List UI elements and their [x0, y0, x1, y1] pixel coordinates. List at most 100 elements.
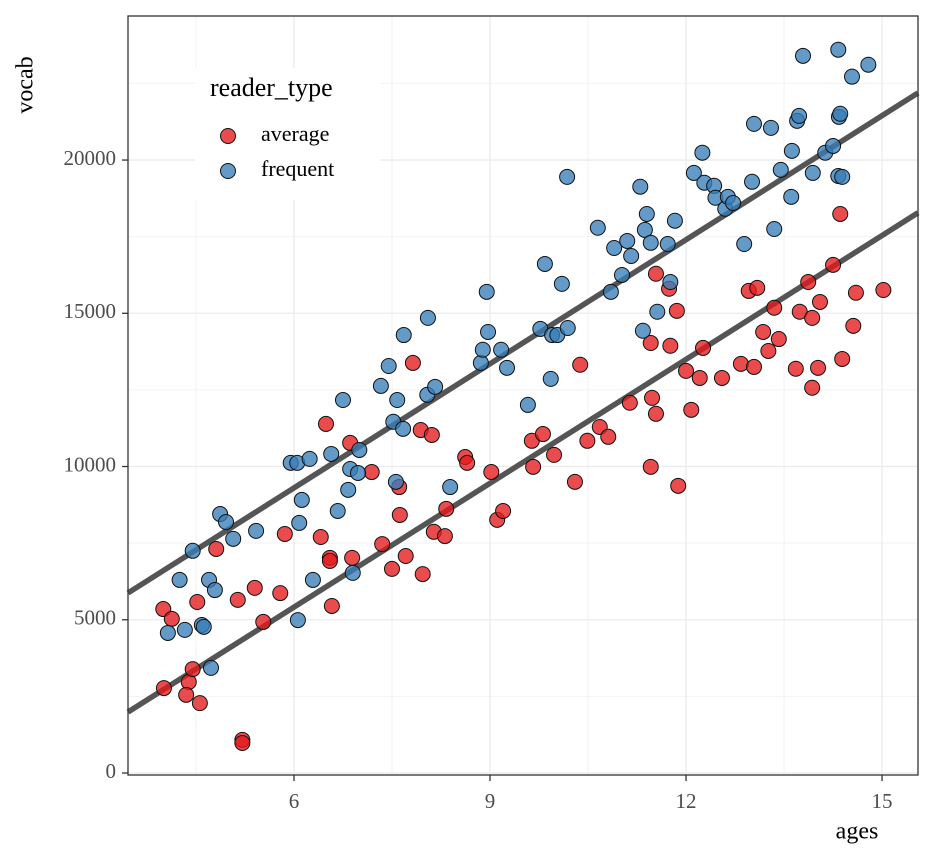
point: [340, 481, 357, 498]
point: [276, 525, 293, 542]
point: [642, 335, 659, 352]
point: [395, 420, 412, 437]
point: [666, 212, 683, 229]
point: [159, 624, 176, 641]
point: [559, 168, 576, 185]
point: [602, 283, 619, 300]
point: [542, 370, 559, 387]
point: [644, 389, 661, 406]
point: [389, 392, 406, 409]
point: [272, 585, 289, 602]
point: [634, 322, 651, 339]
point: [536, 255, 553, 272]
point: [234, 734, 251, 751]
point: [760, 342, 777, 359]
point: [304, 571, 321, 588]
point: [783, 188, 800, 205]
point: [155, 680, 172, 697]
point: [875, 281, 892, 298]
legend-title: reader_type: [210, 73, 333, 102]
point: [323, 445, 340, 462]
point: [825, 137, 842, 154]
point: [713, 369, 730, 386]
point: [195, 618, 212, 635]
point: [649, 303, 666, 320]
point: [559, 319, 576, 336]
y-tick-label: 20000: [64, 146, 117, 170]
point: [184, 542, 201, 559]
point: [218, 514, 235, 530]
point: [670, 477, 687, 494]
legend-label: frequent: [261, 156, 334, 181]
point: [589, 219, 606, 236]
point: [191, 695, 208, 712]
point: [772, 161, 789, 178]
y-tick-label: 0: [106, 759, 117, 783]
point: [395, 327, 412, 344]
point: [229, 591, 246, 608]
point: [825, 256, 842, 273]
points: [155, 41, 892, 751]
point: [755, 323, 772, 340]
point: [804, 379, 821, 396]
point: [419, 309, 436, 326]
point: [606, 240, 623, 257]
point: [321, 552, 338, 569]
point: [472, 354, 489, 371]
point: [685, 164, 702, 181]
x-tick-label: 15: [872, 789, 893, 813]
point: [647, 405, 664, 422]
point: [178, 686, 195, 703]
point: [350, 464, 367, 481]
point: [202, 659, 219, 676]
point: [678, 362, 695, 379]
point: [380, 358, 397, 375]
point: [623, 247, 640, 264]
point: [860, 56, 877, 73]
point: [387, 473, 404, 490]
point: [832, 105, 849, 122]
legend-marker: [220, 128, 236, 144]
point: [619, 232, 636, 249]
point: [766, 221, 783, 238]
x-axis-label: ages: [836, 819, 879, 845]
point: [621, 394, 638, 411]
point: [810, 359, 827, 376]
point: [745, 358, 762, 375]
point: [668, 302, 685, 319]
point: [783, 142, 800, 159]
point: [344, 549, 361, 566]
point: [334, 392, 351, 409]
point: [189, 593, 206, 610]
point: [436, 528, 453, 545]
point: [383, 560, 400, 577]
point: [255, 613, 272, 630]
point: [246, 579, 263, 596]
point: [301, 450, 318, 467]
point: [800, 274, 817, 291]
point: [525, 458, 542, 475]
point: [732, 355, 749, 372]
point: [163, 610, 180, 627]
point: [363, 464, 380, 481]
point: [519, 396, 536, 413]
point: [642, 234, 659, 251]
point: [480, 323, 497, 340]
point: [683, 401, 700, 418]
point: [176, 621, 193, 638]
point: [397, 548, 414, 565]
point: [659, 236, 676, 253]
point: [642, 458, 659, 475]
point: [804, 164, 821, 181]
point: [312, 529, 329, 546]
panel-border: [127, 15, 919, 776]
point: [534, 426, 551, 443]
point: [438, 500, 455, 517]
point: [317, 415, 334, 432]
point: [832, 205, 849, 222]
point: [493, 341, 510, 358]
point: [794, 47, 811, 64]
point: [404, 354, 421, 371]
